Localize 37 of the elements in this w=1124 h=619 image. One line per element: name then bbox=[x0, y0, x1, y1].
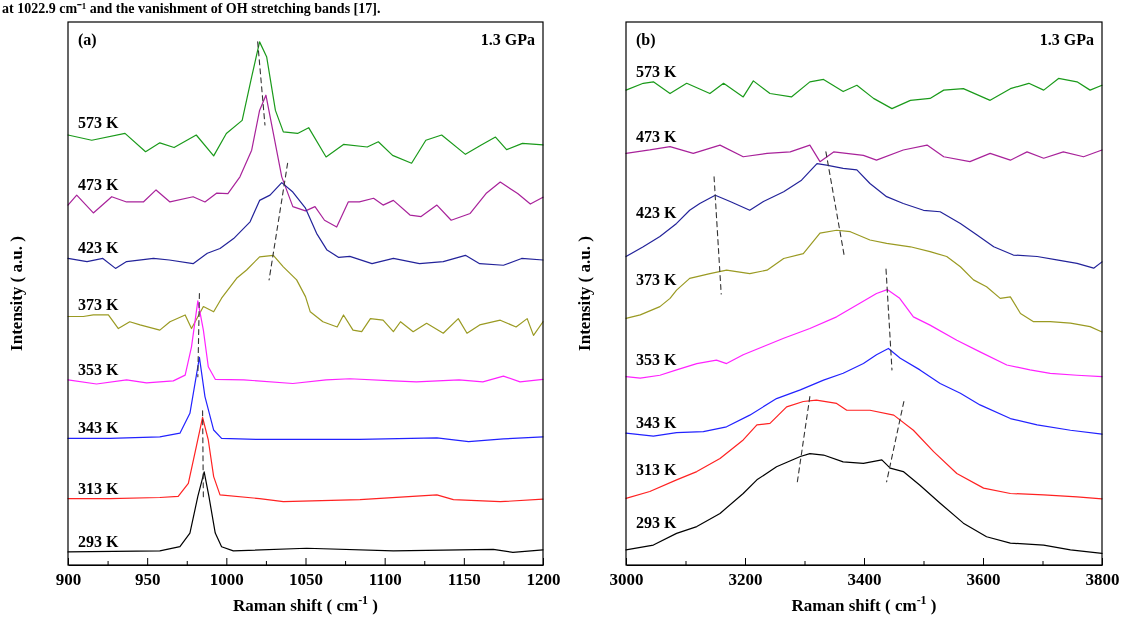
series-label: 373 K bbox=[78, 295, 119, 313]
x-tick-label: 3400 bbox=[847, 570, 882, 590]
series-label: 353 K bbox=[636, 350, 677, 368]
x-tick-label: 3600 bbox=[966, 570, 1001, 590]
series-label: 313 K bbox=[78, 479, 119, 497]
series-label: 573 K bbox=[636, 62, 677, 80]
x-axis-title: Raman shift ( cm$^{-1}$ ) bbox=[791, 593, 937, 615]
x-tick-label: 1200 bbox=[526, 570, 561, 590]
x-tick-label: 3800 bbox=[1085, 570, 1120, 590]
series-label: 293 K bbox=[636, 514, 677, 532]
series-label: 423 K bbox=[636, 204, 677, 222]
x-tick-label: 900 bbox=[55, 570, 82, 590]
x-tick-label: 1050 bbox=[289, 570, 323, 590]
text: at 1022.9 cm⁻¹ and the vanishment of OH stretching bands [17]. bbox=[2, 1, 381, 16]
series-label: 343 K bbox=[636, 413, 677, 431]
series-label: 473 K bbox=[78, 176, 119, 194]
x-axis-title: Raman shift ( cm$^{-1}$ ) bbox=[233, 593, 378, 615]
series-label: 573 K bbox=[78, 114, 119, 132]
series-label: 373 K bbox=[636, 271, 677, 289]
x-tick-label: 950 bbox=[134, 570, 161, 590]
annotation: 1.3 GPa bbox=[480, 31, 535, 48]
text: (b) bbox=[636, 31, 656, 49]
series-label: 353 K bbox=[78, 360, 119, 378]
x-tick-label: 1150 bbox=[447, 570, 481, 590]
x-tick-label: 3200 bbox=[728, 570, 763, 590]
text: 1.3 GPa bbox=[1039, 31, 1094, 48]
x-tick-label: 3000 bbox=[609, 570, 644, 590]
series-label: 423 K bbox=[78, 239, 119, 257]
x-tick-label: 1100 bbox=[368, 570, 402, 590]
x-tick-label: 1000 bbox=[209, 570, 244, 590]
y-axis-title: Intensity ( a.u. ) bbox=[7, 236, 26, 351]
y-axis-title: Intensity ( a.u. ) bbox=[575, 236, 594, 351]
series-label: 313 K bbox=[636, 460, 677, 478]
series-label: 293 K bbox=[78, 532, 119, 550]
annotation: (a) bbox=[78, 31, 97, 49]
series-label: 343 K bbox=[78, 419, 119, 437]
series-label: 473 K bbox=[636, 127, 677, 145]
